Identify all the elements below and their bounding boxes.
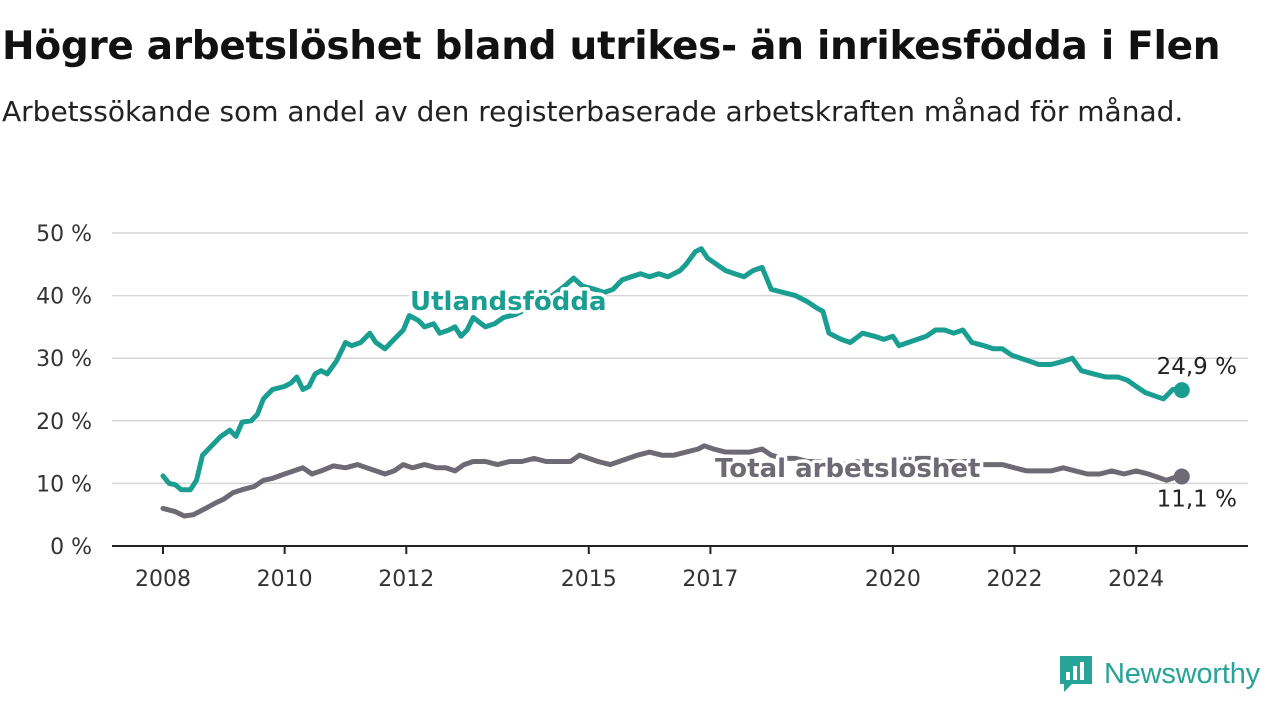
y-tick-label: 40 %	[36, 285, 92, 310]
y-tick-label: 30 %	[36, 347, 92, 372]
chart-title: Högre arbetslöshet bland utrikes- än inr…	[2, 24, 1221, 69]
newsworthy-logo: Newsworthy	[1058, 654, 1260, 694]
chart-subtitle: Arbetssökande som andel av den registerb…	[2, 95, 1184, 128]
y-tick-label: 20 %	[36, 410, 92, 435]
x-tick-label: 2012	[378, 567, 434, 592]
gridlines	[112, 232, 1248, 485]
newsworthy-logo-icon	[1060, 656, 1092, 692]
y-tick-label: 0 %	[50, 535, 92, 560]
brand-name: Newsworthy	[1104, 657, 1260, 690]
end-point-marker	[1173, 468, 1190, 485]
x-tick-label: 2017	[682, 567, 738, 592]
y-tick-label: 10 %	[36, 472, 92, 497]
y-axis-ticks: 0 % 10 % 20 % 30 % 40 % 50 %	[36, 222, 92, 560]
series-label-total: Total arbetslöshet	[715, 454, 980, 484]
y-tick-label: 50 %	[36, 222, 92, 247]
series-line-total	[160, 443, 1185, 519]
x-tick-label: 2015	[561, 567, 617, 592]
x-tick-label: 2020	[865, 567, 921, 592]
end-label-total: 11,1 %	[1157, 487, 1237, 513]
x-tick-label: 2022	[987, 567, 1043, 592]
end-label-utlandsfodda: 24,9 %	[1157, 354, 1237, 380]
x-tick-label: 2024	[1108, 567, 1164, 592]
x-tick-label: 2008	[135, 567, 191, 592]
x-axis-ticks: 2008 2010 2012 2015 2017 2020 2022 2024	[135, 546, 1164, 592]
series-line-utlandsfodda	[160, 246, 1185, 493]
series-lines	[160, 246, 1190, 519]
series-label-utlandsfodda: Utlandsfödda	[410, 287, 607, 317]
x-tick-label: 2010	[257, 567, 313, 592]
end-point-marker	[1173, 382, 1190, 399]
series-labels: Utlandsfödda Total arbetslöshet 24,9 % 11,1…	[407, 284, 1238, 513]
